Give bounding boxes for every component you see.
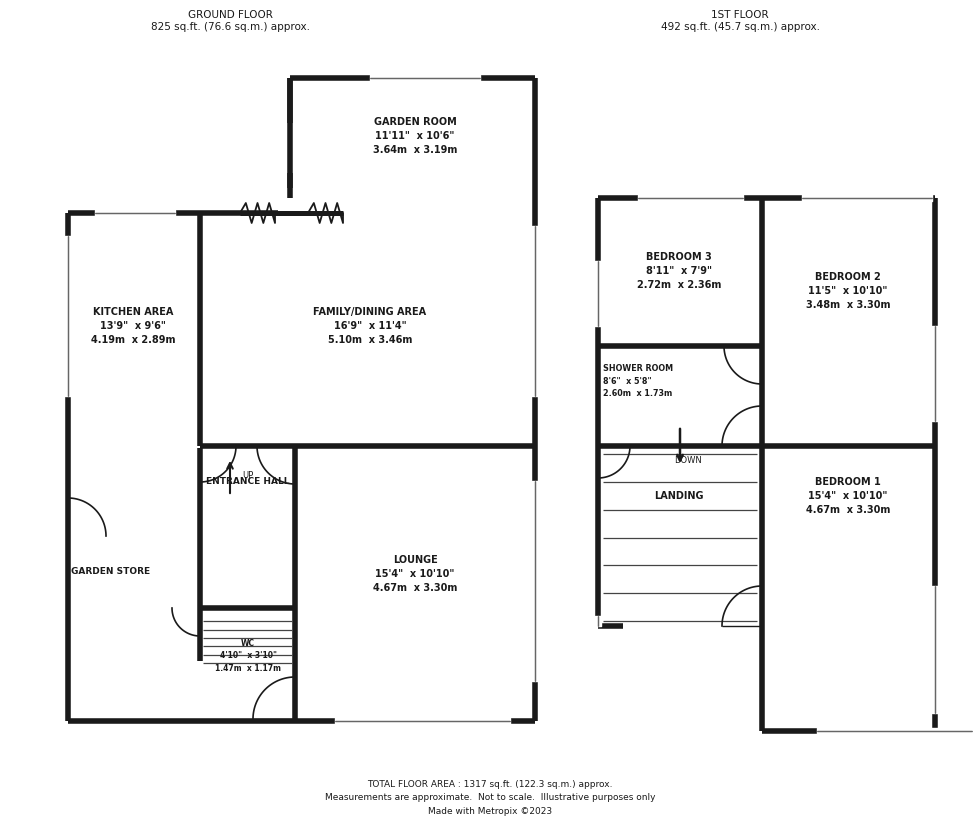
- Text: GROUND FLOOR: GROUND FLOOR: [187, 10, 272, 20]
- Text: TOTAL FLOOR AREA : 1317 sq.ft. (122.3 sq.m.) approx.
Measurements are approximat: TOTAL FLOOR AREA : 1317 sq.ft. (122.3 sq…: [324, 780, 656, 816]
- Text: FAMILY/DINING AREA
16'9"  x 11'4"
5.10m  x 3.46m: FAMILY/DINING AREA 16'9" x 11'4" 5.10m x…: [314, 307, 426, 345]
- Text: KITCHEN AREA
13'9"  x 9'6"
4.19m  x 2.89m: KITCHEN AREA 13'9" x 9'6" 4.19m x 2.89m: [91, 307, 175, 345]
- Text: LOUNGE
15'4"  x 10'10"
4.67m  x 3.30m: LOUNGE 15'4" x 10'10" 4.67m x 3.30m: [372, 554, 458, 594]
- Text: BEDROOM 1
15'4"  x 10'10"
4.67m  x 3.30m: BEDROOM 1 15'4" x 10'10" 4.67m x 3.30m: [806, 477, 890, 516]
- Text: LANDING: LANDING: [655, 491, 704, 501]
- Text: BEDROOM 3
8'11"  x 7'9"
2.72m  x 2.36m: BEDROOM 3 8'11" x 7'9" 2.72m x 2.36m: [637, 252, 721, 290]
- Text: GARDEN STORE: GARDEN STORE: [71, 567, 150, 575]
- Text: 1ST FLOOR: 1ST FLOOR: [711, 10, 769, 20]
- Text: SHOWER ROOM
8'6"  x 5'8"
2.60m  x 1.73m: SHOWER ROOM 8'6" x 5'8" 2.60m x 1.73m: [603, 364, 673, 398]
- Text: 825 sq.ft. (76.6 sq.m.) approx.: 825 sq.ft. (76.6 sq.m.) approx.: [151, 22, 310, 32]
- Text: 492 sq.ft. (45.7 sq.m.) approx.: 492 sq.ft. (45.7 sq.m.) approx.: [661, 22, 819, 32]
- Text: GARDEN ROOM
11'11"  x 10'6"
3.64m  x 3.19m: GARDEN ROOM 11'11" x 10'6" 3.64m x 3.19m: [372, 116, 458, 155]
- Text: BEDROOM 2
11'5"  x 10'10"
3.48m  x 3.30m: BEDROOM 2 11'5" x 10'10" 3.48m x 3.30m: [806, 272, 890, 310]
- Text: WC
4'10"  x 3'10"
1.47m  x 1.17m: WC 4'10" x 3'10" 1.47m x 1.17m: [215, 639, 281, 673]
- Text: UP: UP: [242, 472, 253, 481]
- Text: DOWN: DOWN: [674, 456, 702, 465]
- Text: ENTRANCE HALL: ENTRANCE HALL: [206, 477, 290, 486]
